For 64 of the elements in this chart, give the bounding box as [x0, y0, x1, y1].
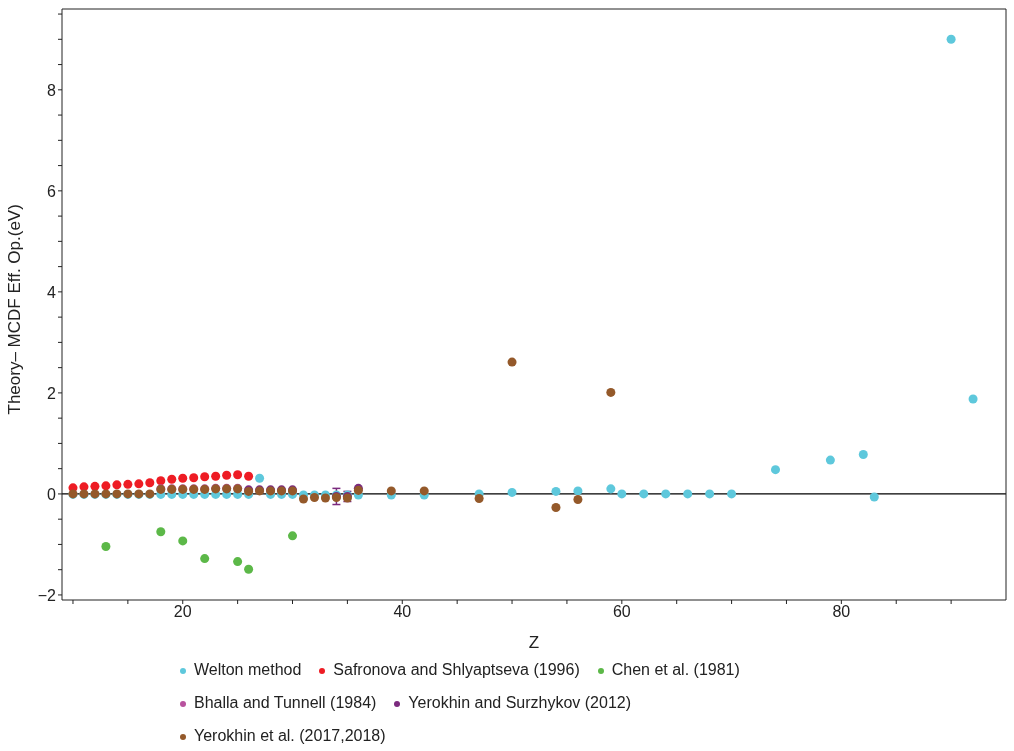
point	[134, 479, 144, 489]
x-tick-label: 40	[393, 603, 412, 621]
legend-label: Bhalla and Tunnell (1984)	[194, 693, 377, 712]
point	[244, 471, 254, 481]
point	[573, 486, 583, 496]
point	[551, 486, 561, 496]
point	[946, 34, 956, 44]
y-tick-label: 2	[47, 384, 57, 402]
y-axis-title: Theory– MCDF Eff. Op.(eV)	[5, 204, 25, 415]
point	[156, 527, 166, 537]
point	[968, 394, 978, 404]
point	[606, 387, 616, 397]
x-tick-label: 20	[173, 603, 192, 621]
point	[189, 473, 199, 483]
point	[606, 484, 616, 494]
legend-label: Yerokhin et al. (2017,2018)	[194, 726, 386, 745]
point	[858, 450, 868, 460]
point	[288, 531, 298, 541]
point	[617, 489, 627, 499]
point	[507, 487, 517, 497]
point	[705, 489, 715, 499]
point	[101, 481, 111, 491]
point	[825, 455, 835, 465]
point	[474, 493, 484, 503]
x-tick-label: 60	[612, 603, 631, 621]
point	[233, 470, 243, 480]
point	[770, 465, 780, 475]
y-tick-label: −2	[37, 586, 57, 604]
legend-label: Safronova and Shlyaptseva (1996)	[333, 660, 580, 679]
point	[156, 476, 166, 486]
point	[145, 478, 155, 488]
point	[167, 474, 177, 484]
point	[222, 470, 232, 480]
point	[200, 472, 210, 482]
point	[727, 489, 737, 499]
x-tick-label: 80	[832, 603, 851, 621]
legend-label: Chen et al. (1981)	[611, 660, 740, 679]
point	[178, 473, 188, 483]
point	[683, 489, 693, 499]
point	[200, 554, 210, 564]
point	[233, 557, 243, 567]
point	[869, 492, 879, 502]
legend-label: Yerokhin and Surzhykov (2012)	[408, 693, 632, 712]
point	[101, 541, 111, 551]
point	[112, 480, 122, 490]
y-tick-label: 8	[47, 81, 57, 99]
x-axis-title: Z	[528, 633, 540, 652]
point	[507, 357, 517, 367]
point	[178, 536, 188, 546]
point	[244, 564, 254, 574]
point	[255, 473, 265, 483]
y-tick-label: 4	[47, 283, 57, 301]
point	[211, 471, 221, 481]
point	[551, 503, 561, 513]
point	[386, 486, 396, 496]
point	[661, 489, 671, 499]
point	[573, 494, 583, 504]
point	[419, 486, 429, 496]
point	[298, 494, 308, 504]
y-tick-label: 0	[47, 485, 57, 503]
point	[123, 479, 133, 489]
y-tick-label: 6	[47, 182, 57, 200]
legend-label: Welton method	[194, 660, 302, 679]
point	[639, 489, 649, 499]
